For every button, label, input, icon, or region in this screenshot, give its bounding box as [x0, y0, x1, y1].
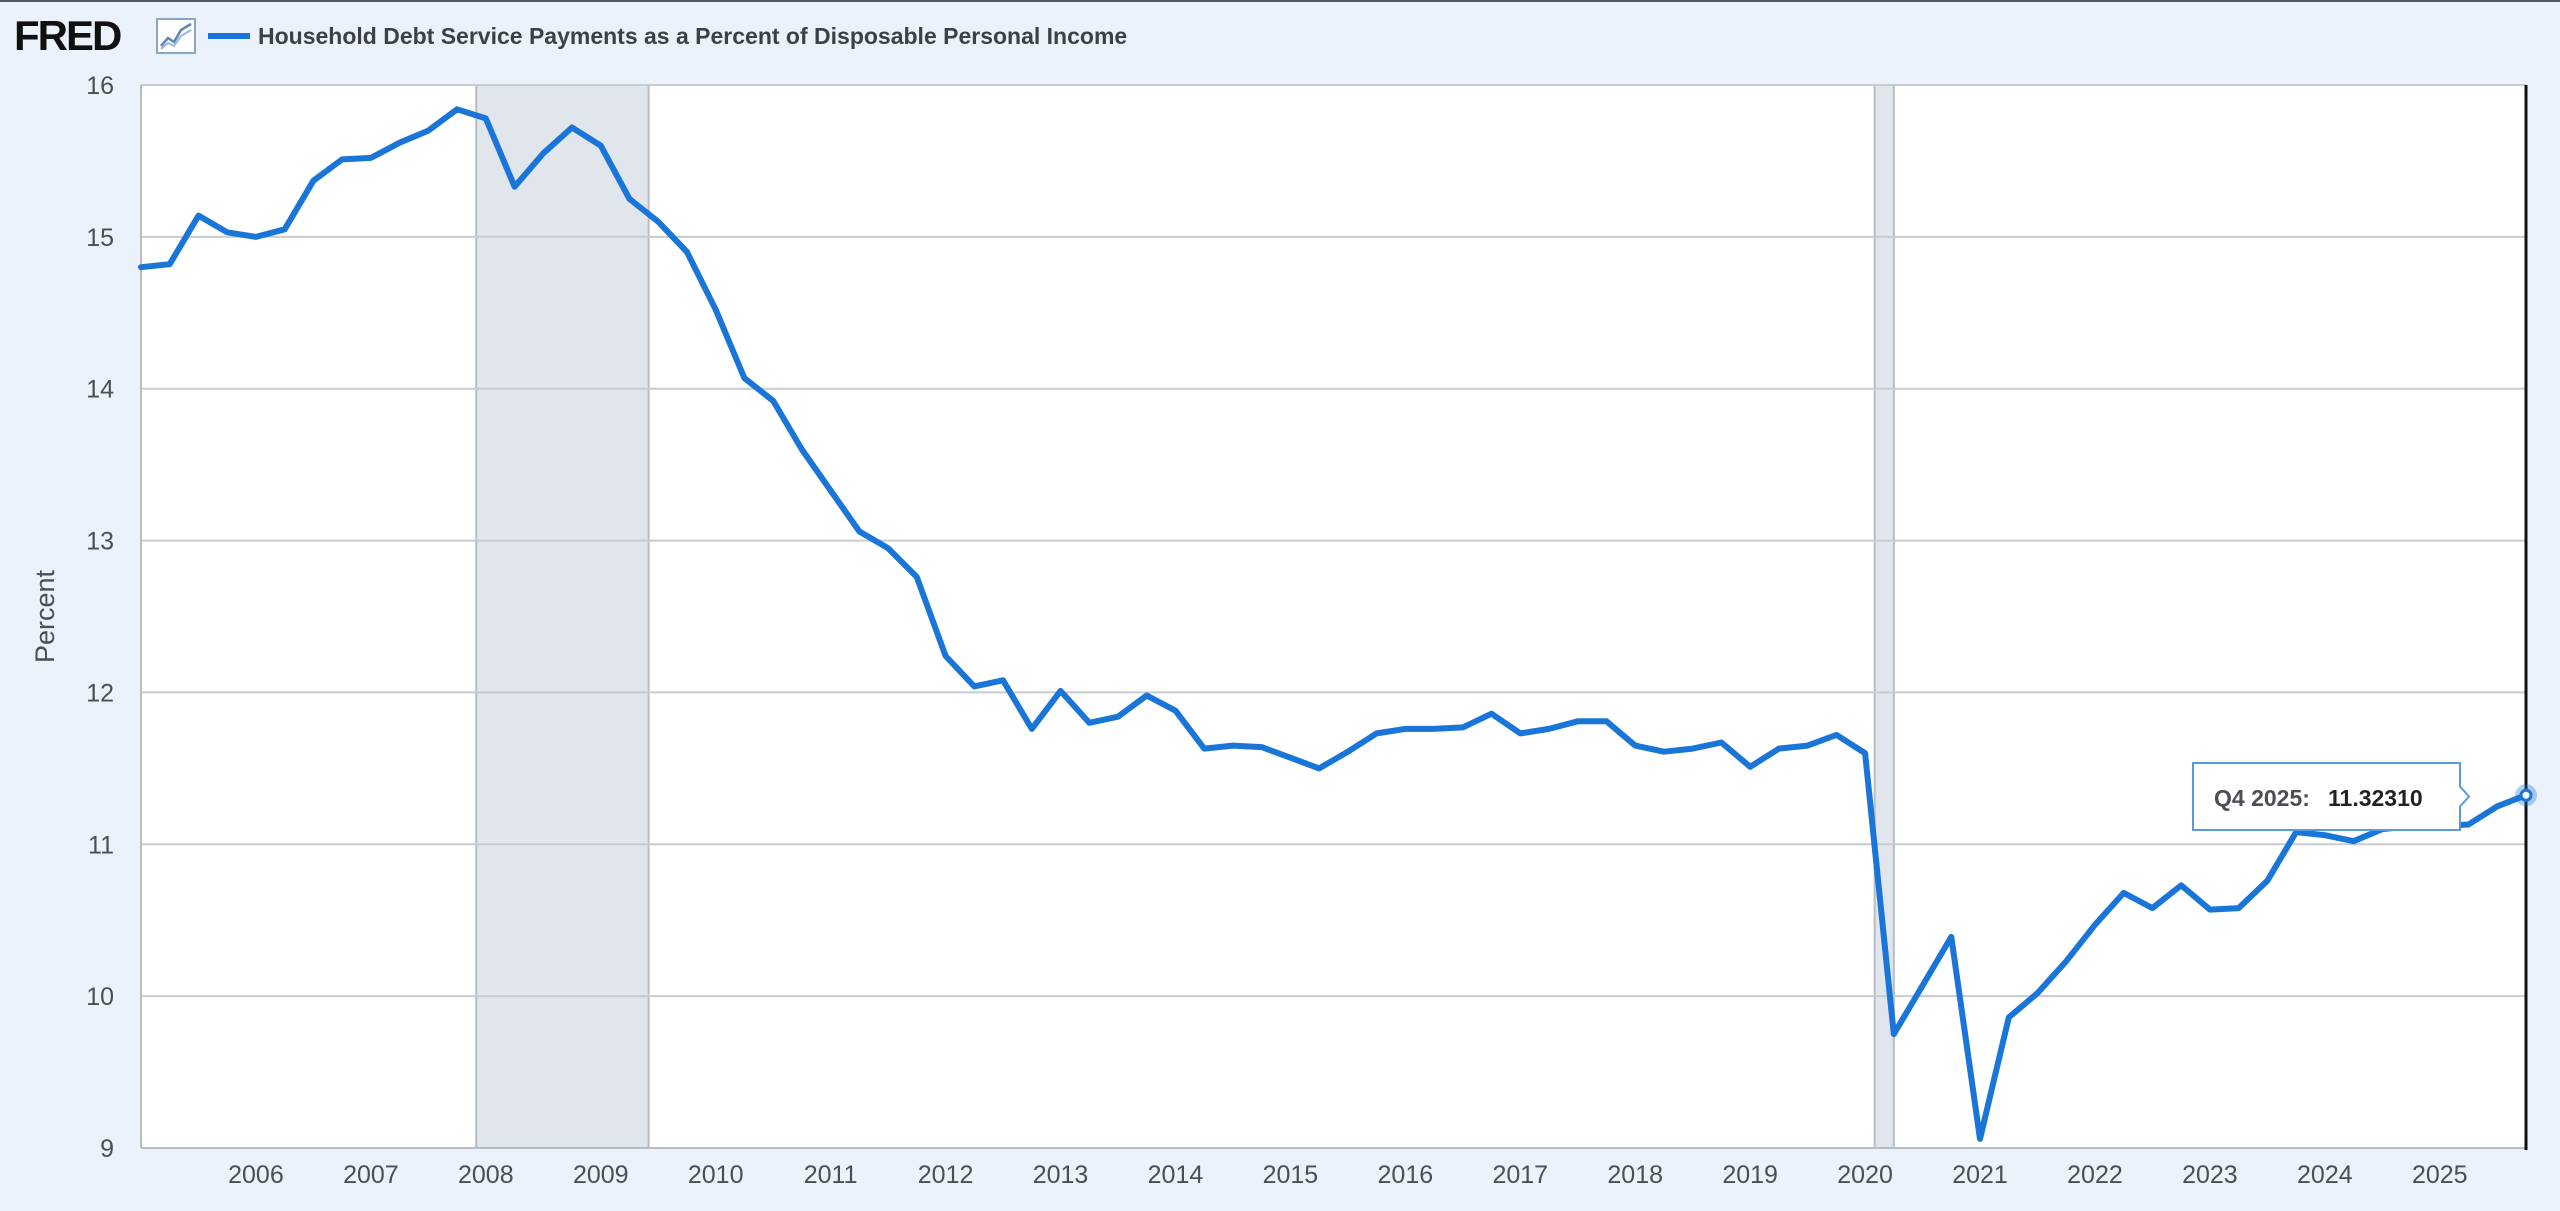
series-line [138, 106, 2529, 1142]
recession-shade [476, 85, 649, 1148]
x-tick-label: 2018 [1607, 1161, 1663, 1189]
x-tick-label: 2024 [2297, 1161, 2353, 1189]
x-tick-label: 2021 [1952, 1161, 2008, 1189]
x-tick-label: 2009 [573, 1161, 629, 1189]
x-tick-label: 2010 [688, 1161, 744, 1189]
fred-logo[interactable]: FRED [14, 12, 122, 59]
x-tick-label: 2017 [1492, 1161, 1548, 1189]
x-tick-label: 2012 [918, 1161, 974, 1189]
y-tick-label: 14 [86, 376, 114, 404]
x-tick-label: 2023 [2182, 1161, 2238, 1189]
legend-line-swatch [208, 33, 250, 39]
x-tick-label: 2008 [458, 1161, 514, 1189]
tooltip: Q4 2025: 11.32310 [2192, 762, 2471, 831]
x-tick-label: 2016 [1378, 1161, 1434, 1189]
legend-series-label: Household Debt Service Payments as a Per… [258, 23, 1128, 49]
tooltip-value: 11.32310 [2328, 785, 2423, 811]
y-tick-label: 15 [86, 224, 114, 252]
top-border [0, 0, 2560, 2]
x-tick-label: 2006 [228, 1161, 284, 1189]
tooltip-date: Q4 2025: [2214, 785, 2310, 811]
line-chart-icon[interactable] [156, 18, 196, 54]
y-tick-label: 11 [88, 831, 114, 859]
y-tick-label: 9 [100, 1135, 114, 1163]
x-tick-label: 2011 [804, 1161, 858, 1189]
x-tick-label: 2013 [1033, 1161, 1089, 1189]
x-tick-label: 2007 [343, 1161, 399, 1189]
x-tick-label: 2020 [1837, 1161, 1893, 1189]
chart-header: FRED Household Debt Service Payments as … [0, 0, 2560, 78]
y-tick-label: 16 [86, 72, 114, 100]
y-tick-label: 12 [86, 679, 114, 707]
x-tick-label: 2014 [1148, 1161, 1204, 1189]
y-tick-label: 10 [86, 983, 114, 1011]
y-axis-label: Percent [30, 569, 60, 663]
x-tick-label: 2025 [2412, 1161, 2468, 1189]
y-tick-label: 13 [86, 528, 114, 556]
x-tick-label: 2015 [1263, 1161, 1319, 1189]
x-tick-label: 2019 [1722, 1161, 1778, 1189]
x-tick-label: 2022 [2067, 1161, 2123, 1189]
tooltip-box [2192, 762, 2471, 831]
hover-point [2519, 788, 2533, 802]
